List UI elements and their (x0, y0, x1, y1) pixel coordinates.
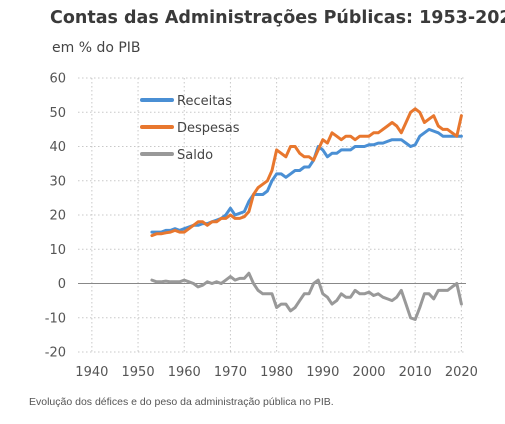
y-tick-label: 60 (49, 72, 66, 87)
x-tick-label: 2020 (445, 365, 478, 380)
x-tick-label: 1980 (260, 365, 293, 380)
y-tick-label: -20 (45, 346, 66, 361)
x-tick-label: 1940 (75, 365, 108, 380)
y-tick-label: 40 (49, 140, 66, 155)
legend-label-receitas: Receitas (177, 94, 232, 109)
legend: Receitas Despesas Saldo (140, 94, 240, 163)
series-line-saldo (150, 271, 463, 321)
chart-title: Contas das Administrações Públicas: 1953… (50, 8, 505, 28)
x-tick-label: 1950 (122, 365, 155, 380)
x-tick-label: 1960 (168, 365, 201, 380)
y-tick-label: 20 (49, 209, 66, 224)
figure-caption: Evolução dos défices e do peso da admini… (29, 396, 334, 408)
x-tick-label: 2000 (352, 365, 385, 380)
y-tick-label: 0 (58, 277, 66, 292)
y-tick-label: 10 (49, 243, 66, 258)
gridlines (78, 77, 466, 353)
series-line-despesas (150, 107, 463, 238)
y-tick-label: 30 (49, 174, 66, 189)
y-tick-label: 50 (49, 106, 66, 121)
chart-subtitle: em % do PIB (52, 40, 141, 56)
legend-label-saldo: Saldo (177, 148, 213, 163)
legend-label-despesas: Despesas (177, 121, 240, 136)
x-tick-label: 2010 (399, 365, 432, 380)
series-layer (150, 107, 463, 321)
x-tick-label: 1970 (214, 365, 247, 380)
x-tick-label: 1990 (306, 365, 339, 380)
y-tick-label: -10 (45, 311, 66, 326)
